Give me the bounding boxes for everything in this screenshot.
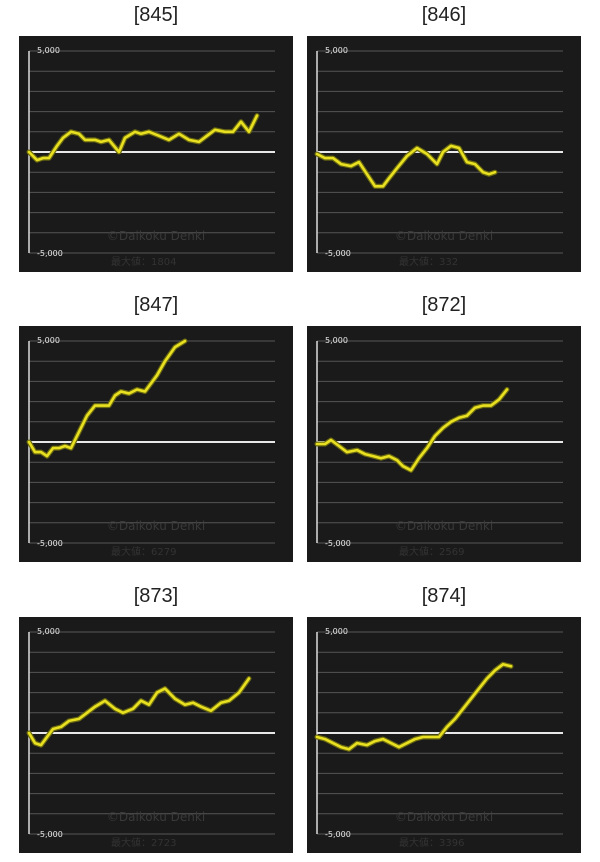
series-line-shadow [314, 661, 514, 752]
series-line [315, 662, 513, 751]
y-tick-label: -5,000 [37, 249, 63, 258]
chart-panel: 5,000 -5,000 ©Daikoku Denki 最大値：2569 [307, 326, 581, 562]
chart-title: [845] [133, 4, 179, 26]
watermark: ©Daikoku Denki [107, 519, 205, 533]
chart-panel: 5,000 -5,000 ©Daikoku Denki 最大値：2723 [19, 617, 293, 853]
y-tick-label: -5,000 [325, 249, 351, 258]
max-value-label: 最大値：6279 [111, 545, 176, 558]
max-value-label: 最大値：1804 [111, 255, 176, 268]
chart-title: [874] [421, 585, 467, 607]
line-chart-svg: 5,000 -5,000 ©Daikoku Denki 最大値：1804 [26, 46, 275, 268]
y-tick-label: -5,000 [37, 539, 63, 548]
y-tick-label: 5,000 [325, 46, 348, 55]
line-chart-svg: 5,000 -5,000 ©Daikoku Denki 最大値：332 [314, 46, 563, 268]
chart-title: [847] [133, 294, 179, 316]
y-tick-label: -5,000 [325, 539, 351, 548]
series-line [27, 677, 251, 747]
y-tick-label: -5,000 [325, 830, 351, 839]
max-value-label: 最大値：2569 [399, 545, 464, 558]
series-line [315, 144, 497, 188]
watermark: ©Daikoku Denki [395, 519, 493, 533]
y-tick-label: 5,000 [325, 336, 348, 345]
max-value-label: 最大値：3396 [399, 836, 464, 849]
series-line [27, 114, 259, 162]
series-line-shadow [26, 676, 252, 748]
chart-panel: 5,000 -5,000 ©Daikoku Denki 最大値：3396 [307, 617, 581, 853]
series-line [315, 388, 509, 472]
watermark: ©Daikoku Denki [395, 810, 493, 824]
series-line-shadow [26, 338, 188, 459]
max-value-label: 最大値：332 [399, 255, 458, 268]
chart-panel: 5,000 -5,000 ©Daikoku Denki 最大値：1804 [19, 36, 293, 272]
max-value-label: 最大値：2723 [111, 836, 176, 849]
line-chart-svg: 5,000 -5,000 ©Daikoku Denki 最大値：2723 [26, 627, 275, 849]
y-tick-label: 5,000 [325, 627, 348, 636]
chart-title: [872] [421, 294, 467, 316]
y-tick-label: 5,000 [37, 336, 60, 345]
y-tick-label: 5,000 [37, 46, 60, 55]
chart-panel: 5,000 -5,000 ©Daikoku Denki 最大値：6279 [19, 326, 293, 562]
watermark: ©Daikoku Denki [395, 229, 493, 243]
chart-title: [873] [133, 585, 179, 607]
chart-panel: 5,000 -5,000 ©Daikoku Denki 最大値：332 [307, 36, 581, 272]
line-chart-svg: 5,000 -5,000 ©Daikoku Denki 最大値：6279 [26, 336, 275, 558]
watermark: ©Daikoku Denki [107, 229, 205, 243]
series-line [27, 339, 187, 458]
y-tick-label: -5,000 [37, 830, 63, 839]
line-chart-svg: 5,000 -5,000 ©Daikoku Denki 最大値：2569 [314, 336, 563, 558]
y-tick-label: 5,000 [37, 627, 60, 636]
watermark: ©Daikoku Denki [107, 810, 205, 824]
chart-title: [846] [421, 4, 467, 26]
line-chart-svg: 5,000 -5,000 ©Daikoku Denki 最大値：3396 [314, 627, 563, 849]
